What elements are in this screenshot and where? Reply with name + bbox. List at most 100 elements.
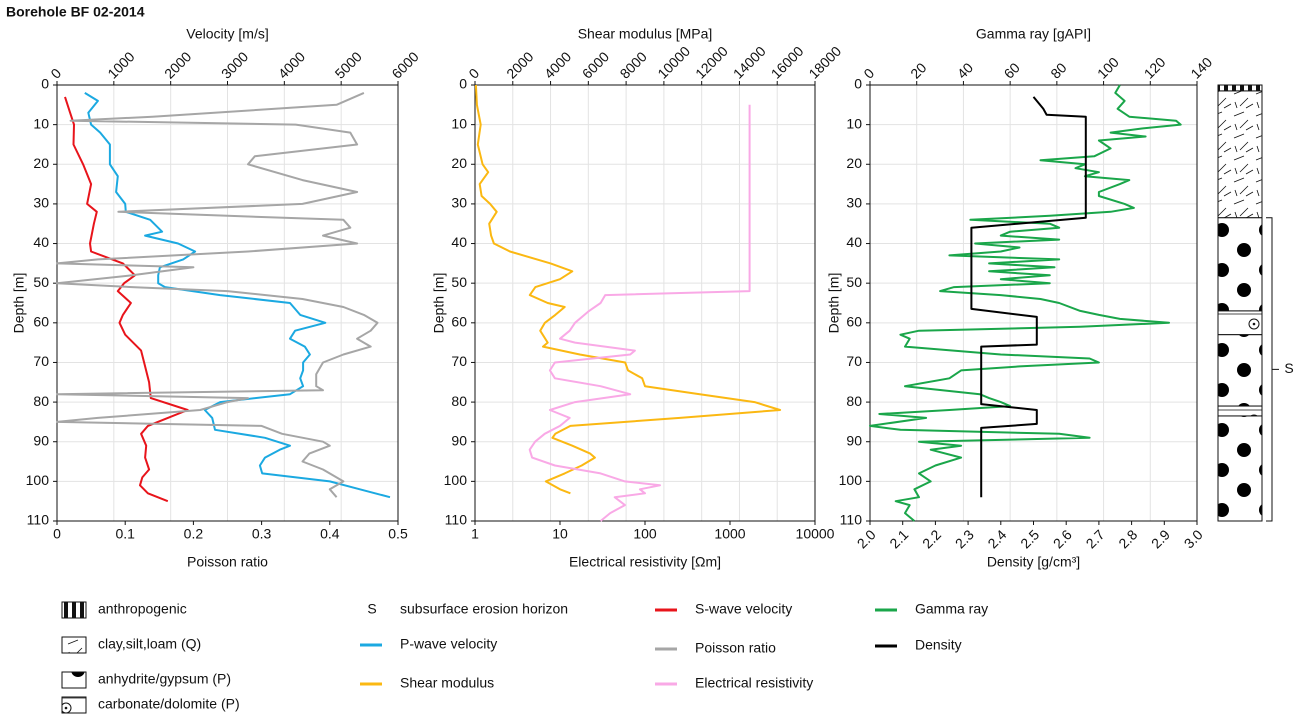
y-tick-label: 10 [33,115,49,131]
y-tick-label: 0 [41,76,49,92]
y-tick-label: 70 [846,353,862,369]
legend-label: Shear modulus [400,675,494,691]
y-tick-label: 60 [451,314,467,330]
x-tick-label: 2.6 [1050,526,1075,551]
erosion-symbol: S [1284,360,1293,376]
y-axis-title: Depth [m] [11,273,27,334]
x-tick-label: 0.5 [388,526,408,542]
y-tick-label: 10 [846,115,862,131]
x-tick-label: 2.2 [919,526,944,551]
x2-tick-label: 0 [465,65,482,82]
legend-label: clay,silt,loam (Q) [98,636,201,652]
x2-axis-title: Shear modulus [MPa] [578,26,713,42]
y-tick-label: 90 [451,432,467,448]
y-axis-title: Depth [m] [826,273,842,334]
series-line [970,96,1087,498]
x2-tick-label: 6000 [579,48,612,81]
y-tick-label: 110 [445,512,468,528]
x2-tick-label: 5000 [332,48,365,81]
y-tick-label: 70 [451,353,467,369]
x-tick-label: 2.4 [984,526,1009,551]
y-tick-label: 0 [854,76,862,92]
x-tick-label: 0.3 [252,526,272,542]
x-tick-label: 1000 [714,526,745,542]
legend-symbol: S [367,601,376,617]
x-tick-label: 0.2 [184,526,204,542]
legend-swatch [61,671,87,689]
x2-tick-label: 20 [907,59,929,81]
x-tick-label: 2.5 [1017,526,1042,551]
x-tick-label: 2.3 [952,526,977,551]
x-tick-label: 2.7 [1083,526,1108,551]
lithology-segment [1217,217,1263,312]
x2-tick-label: 16000 [768,43,807,82]
legend-label: Poisson ratio [695,640,776,656]
x2-tick-label: 60 [1001,59,1023,81]
x2-tick-label: 1000 [104,48,137,81]
x2-tick-label: 4000 [275,48,308,81]
x2-tick-label: 140 [1187,54,1215,82]
x-tick-label: 1 [471,526,479,542]
x-tick-label: 100 [633,526,657,542]
plot-frame [869,84,1198,522]
x2-tick-label: 3000 [218,48,251,81]
lithology-segment [1217,84,1263,92]
legend-label: anhydrite/gypsum (P) [98,671,231,687]
series-line [64,96,189,503]
lithology-segment [1217,405,1263,417]
lithology-segment [1217,415,1263,522]
y-tick-label: 70 [33,353,49,369]
x2-tick-label: 18000 [805,43,844,82]
legend-label: Density [915,637,962,653]
y-tick-label: 30 [33,195,49,211]
x2-tick-label: 6000 [388,48,421,81]
x2-tick-label: 12000 [692,43,731,82]
series-line [84,92,391,499]
x2-tick-label: 2000 [503,48,536,81]
y-tick-label: 50 [451,274,467,290]
legend-label: carbonate/dolomite (P) [98,696,240,712]
y-tick-label: 100 [26,472,50,488]
y-tick-label: 20 [451,155,467,171]
chart-title: Borehole BF 02-2014 [6,4,145,20]
y-tick-label: 60 [846,314,862,330]
x2-tick-label: 80 [1047,59,1069,81]
plot-frame [474,84,816,522]
x2-axis-title: Velocity [m/s] [186,26,268,42]
x-tick-label: 0.1 [115,526,135,542]
y-tick-label: 100 [839,472,863,488]
legend-swatch [61,696,87,714]
y-tick-label: 90 [846,432,862,448]
y-tick-label: 80 [451,393,467,409]
y-tick-label: 80 [33,393,49,409]
series-line [528,104,751,522]
x-tick-label: 10000 [796,526,835,542]
lithology-segment [1217,310,1263,336]
x2-tick-label: 4000 [541,48,574,81]
x-tick-label: 2.0 [854,526,879,551]
y-tick-label: 50 [33,274,49,290]
legend-label: S-wave velocity [695,601,792,617]
y-tick-label: 40 [451,234,467,250]
legend-swatch [61,636,87,654]
x2-tick-label: 0 [860,65,877,82]
x2-tick-label: 14000 [730,43,769,82]
x2-tick-label: 40 [954,59,976,81]
legend-label: anthropogenic [98,601,187,617]
y-tick-label: 30 [451,195,467,211]
y-axis-title: Depth [m] [431,273,447,334]
x-axis-title: Poisson ratio [187,554,268,570]
x2-tick-label: 8000 [617,48,650,81]
legend-label: Gamma ray [915,601,988,617]
x-tick-label: 2.9 [1148,526,1173,551]
y-tick-label: 10 [451,115,467,131]
x-tick-label: 2.1 [886,526,911,551]
x-tick-label: 3.0 [1181,526,1206,551]
lithology-segment [1217,90,1263,219]
legend-label: P-wave velocity [400,636,497,652]
x2-tick-label: 2000 [161,48,194,81]
x2-tick-label: 120 [1141,54,1169,82]
x2-tick-label: 0 [47,65,64,82]
